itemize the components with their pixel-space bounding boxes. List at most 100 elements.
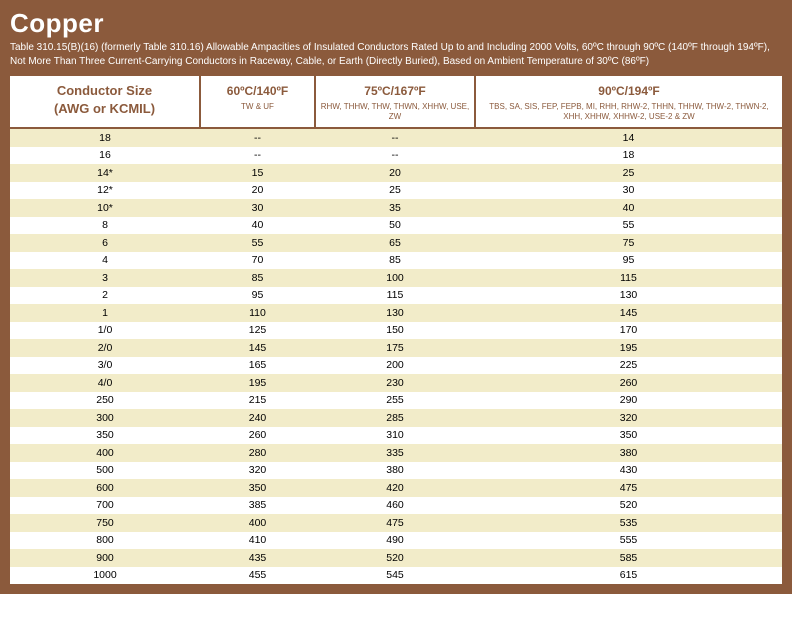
table-row: 350260310350	[10, 427, 782, 445]
cell-c75: 230	[315, 374, 475, 392]
table-row: 6556575	[10, 234, 782, 252]
cell-size: 1000	[10, 567, 200, 585]
cell-c90: 40	[475, 199, 782, 217]
cell-c90: 75	[475, 234, 782, 252]
cell-c60: 350	[200, 479, 315, 497]
cell-c90: 115	[475, 269, 782, 287]
cell-c60: 410	[200, 532, 315, 550]
cell-c90: 170	[475, 322, 782, 340]
cell-size: 750	[10, 514, 200, 532]
table-row: 800410490555	[10, 532, 782, 550]
cell-c60: 110	[200, 304, 315, 322]
table-body: 18----1416----1814*15202512*20253010*303…	[10, 128, 782, 584]
col-header-60c-sub: TW & UF	[205, 102, 310, 112]
cell-size: 12*	[10, 182, 200, 200]
cell-c90: 145	[475, 304, 782, 322]
col-header-75c-main: 75ºC/167ºF	[364, 84, 425, 98]
cell-c75: 150	[315, 322, 475, 340]
cell-c90: 430	[475, 462, 782, 480]
table-row: 8405055	[10, 217, 782, 235]
table-row: 600350420475	[10, 479, 782, 497]
cell-c60: 165	[200, 357, 315, 375]
cell-size: 700	[10, 497, 200, 515]
table-row: 12*202530	[10, 182, 782, 200]
cell-size: 250	[10, 392, 200, 410]
cell-c75: 335	[315, 444, 475, 462]
cell-c60: 145	[200, 339, 315, 357]
cell-c60: 280	[200, 444, 315, 462]
table-row: 10*303540	[10, 199, 782, 217]
cell-c90: 195	[475, 339, 782, 357]
page-subtitle: Table 310.15(B)(16) (formerly Table 310.…	[10, 41, 782, 68]
cell-c75: 380	[315, 462, 475, 480]
cell-c75: 285	[315, 409, 475, 427]
cell-c75: 475	[315, 514, 475, 532]
cell-c75: 35	[315, 199, 475, 217]
cell-c60: 125	[200, 322, 315, 340]
ampacity-table: Conductor Size (AWG or KCMIL) 60ºC/140ºF…	[10, 76, 782, 584]
cell-c75: 50	[315, 217, 475, 235]
cell-c60: 20	[200, 182, 315, 200]
cell-c60: 320	[200, 462, 315, 480]
cell-c60: 40	[200, 217, 315, 235]
cell-c75: 100	[315, 269, 475, 287]
table-row: 900435520585	[10, 549, 782, 567]
cell-c90: 130	[475, 287, 782, 305]
cell-c75: 200	[315, 357, 475, 375]
cell-size: 3/0	[10, 357, 200, 375]
cell-c75: 490	[315, 532, 475, 550]
cell-c60: 30	[200, 199, 315, 217]
col-header-60c-main: 60ºC/140ºF	[227, 84, 288, 98]
table-row: 18----14	[10, 128, 782, 147]
table-row: 1/0125150170	[10, 322, 782, 340]
cell-c75: 420	[315, 479, 475, 497]
ampacity-table-card: Copper Table 310.15(B)(16) (formerly Tab…	[0, 0, 792, 594]
cell-c90: 615	[475, 567, 782, 585]
table-row: 295115130	[10, 287, 782, 305]
col-header-75c: 75ºC/167ºF RHW, THHW, THW, THWN, XHHW, U…	[315, 76, 475, 128]
table-header-row: Conductor Size (AWG or KCMIL) 60ºC/140ºF…	[10, 76, 782, 128]
cell-c60: 215	[200, 392, 315, 410]
col-header-90c-main: 90ºC/194ºF	[598, 84, 659, 98]
cell-size: 3	[10, 269, 200, 287]
table-row: 385100115	[10, 269, 782, 287]
cell-size: 4/0	[10, 374, 200, 392]
cell-size: 500	[10, 462, 200, 480]
table-row: 400280335380	[10, 444, 782, 462]
cell-size: 4	[10, 252, 200, 270]
cell-c75: 460	[315, 497, 475, 515]
cell-size: 6	[10, 234, 200, 252]
cell-c90: 290	[475, 392, 782, 410]
cell-c90: 55	[475, 217, 782, 235]
cell-size: 900	[10, 549, 200, 567]
cell-c60: 15	[200, 164, 315, 182]
table-row: 250215255290	[10, 392, 782, 410]
table-row: 2/0145175195	[10, 339, 782, 357]
col-header-size: Conductor Size (AWG or KCMIL)	[10, 76, 200, 128]
cell-c60: 455	[200, 567, 315, 585]
cell-size: 14*	[10, 164, 200, 182]
cell-size: 1	[10, 304, 200, 322]
cell-size: 8	[10, 217, 200, 235]
cell-c75: 520	[315, 549, 475, 567]
cell-c60: 400	[200, 514, 315, 532]
cell-c90: 225	[475, 357, 782, 375]
table-row: 700385460520	[10, 497, 782, 515]
col-header-75c-sub: RHW, THHW, THW, THWN, XHHW, USE, ZW	[320, 102, 470, 121]
cell-c90: 18	[475, 147, 782, 165]
cell-c75: 130	[315, 304, 475, 322]
cell-size: 800	[10, 532, 200, 550]
cell-c90: 585	[475, 549, 782, 567]
cell-c60: 260	[200, 427, 315, 445]
table-row: 750400475535	[10, 514, 782, 532]
col-header-90c: 90ºC/194ºF TBS, SA, SIS, FEP, FEPB, MI, …	[475, 76, 782, 128]
cell-c60: 240	[200, 409, 315, 427]
cell-c90: 350	[475, 427, 782, 445]
cell-c75: 115	[315, 287, 475, 305]
cell-size: 2/0	[10, 339, 200, 357]
cell-size: 400	[10, 444, 200, 462]
cell-size: 350	[10, 427, 200, 445]
cell-size: 10*	[10, 199, 200, 217]
table-row: 1000455545615	[10, 567, 782, 585]
col-header-90c-sub: TBS, SA, SIS, FEP, FEPB, MI, RHH, RHW-2,…	[480, 102, 778, 121]
